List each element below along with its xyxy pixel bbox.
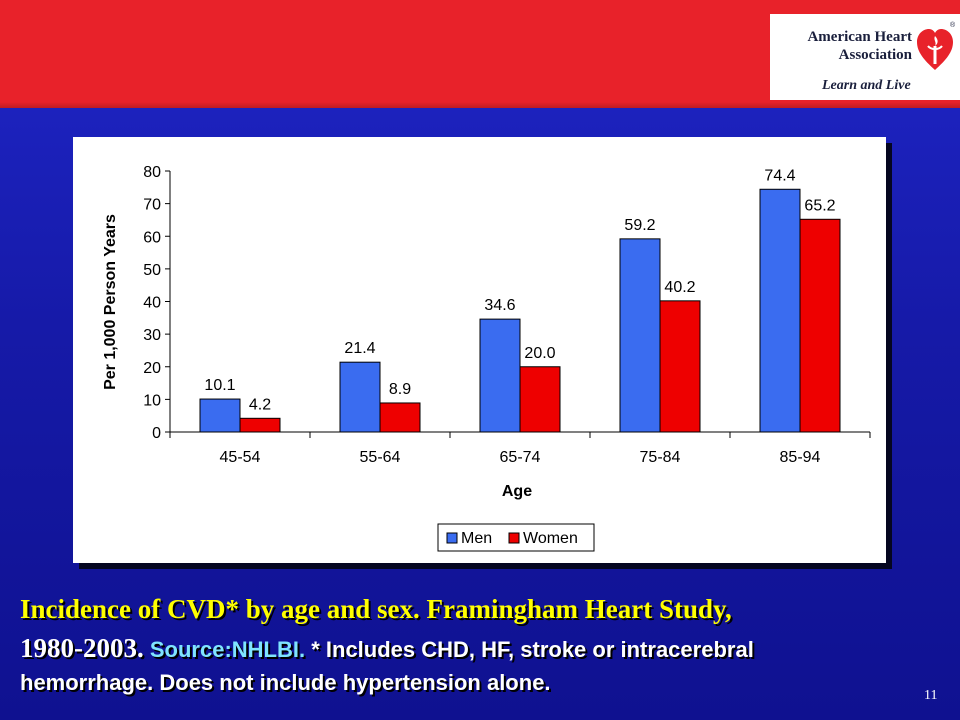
y-tick-label: 80 — [143, 164, 161, 181]
caption-title: Incidence of CVD* by age and sex. Framin… — [20, 594, 732, 624]
data-label-women-85-94: 65.2 — [804, 197, 835, 214]
y-tick-label: 50 — [143, 262, 161, 279]
data-label-men-55-64: 21.4 — [344, 340, 375, 357]
y-tick-label: 10 — [143, 392, 161, 409]
logo-tagline: Learn and Live — [822, 78, 911, 93]
y-axis-title: Per 1,000 Person Years — [102, 214, 119, 390]
bar-men-65-74 — [479, 318, 521, 433]
page-number: 11 — [924, 688, 938, 703]
caption-line-1: Incidence of CVD* by age and sex. Framin… — [20, 592, 940, 631]
caption-footnote: * Includes CHD, HF, stroke or intracereb… — [305, 637, 754, 662]
y-axis-ticks: 0 10 20 30 40 50 60 70 80 — [143, 164, 170, 442]
y-tick-label: 30 — [143, 327, 161, 344]
slide-caption: Incidence of CVD* by age and sex. Framin… — [20, 592, 940, 699]
y-tick-label: 60 — [143, 229, 161, 246]
x-tick-label: 55-64 — [360, 449, 401, 466]
x-tick-label: 75-84 — [640, 449, 681, 466]
bar-women-75-84 — [659, 300, 701, 433]
data-label-women-65-74: 20.0 — [524, 345, 555, 362]
logo-org-name-line1: American Heart — [807, 29, 912, 45]
axes — [169, 171, 870, 433]
chart-legend: Men Women — [437, 523, 595, 552]
chart-panel: 0 10 20 30 40 50 60 70 80 10.1 4.2 21.4 8.9 34.6 20.0… — [73, 137, 886, 563]
bar-women-65-74 — [519, 366, 561, 433]
x-tick-label: 85-94 — [780, 449, 821, 466]
data-label-women-75-84: 40.2 — [664, 279, 695, 296]
heart-torch-icon — [917, 29, 953, 70]
y-tick-label: 70 — [143, 197, 161, 214]
bars — [199, 188, 841, 433]
x-tick-label: 45-54 — [220, 449, 261, 466]
caption-footnote-continued: hemorrhage. Does not include hypertensio… — [20, 670, 551, 695]
x-tick-label: 65-74 — [500, 449, 541, 466]
aha-logo: American Heart Association Learn and Liv… — [770, 14, 960, 100]
bar-women-45-54 — [239, 417, 281, 433]
bar-women-85-94 — [799, 218, 841, 433]
caption-line-3: hemorrhage. Does not include hypertensio… — [20, 670, 940, 699]
caption-line-2: 1980-2003. Source:NHLBI. * Includes CHD,… — [20, 631, 940, 670]
logo-registered-mark: ® — [950, 22, 956, 29]
bar-men-85-94 — [759, 188, 801, 433]
y-tick-label: 20 — [143, 360, 161, 377]
y-tick-label: 40 — [143, 295, 161, 312]
logo-org-name-line2: Association — [838, 47, 912, 63]
legend-box — [437, 523, 595, 552]
data-labels: 10.1 4.2 21.4 8.9 34.6 20.0 59.2 40.2 74.4 65.2 — [204, 167, 835, 413]
header-band: American Heart Association Learn and Liv… — [0, 0, 960, 108]
legend-label-women: Women — [523, 530, 578, 547]
caption-years: 1980-2003. — [20, 633, 144, 663]
x-axis-title: Age — [502, 483, 532, 500]
bar-women-55-64 — [379, 402, 421, 433]
legend-swatch-women — [508, 532, 520, 544]
data-label-men-85-94: 74.4 — [764, 167, 795, 184]
bar-chart: 0 10 20 30 40 50 60 70 80 10.1 4.2 21.4 8.9 34.6 20.0… — [102, 164, 871, 552]
caption-source: Source:NHLBI. — [143, 637, 306, 662]
data-label-men-45-54: 10.1 — [204, 377, 235, 394]
data-label-men-65-74: 34.6 — [484, 297, 515, 314]
data-label-women-45-54: 4.2 — [249, 396, 271, 413]
legend-swatch-men — [446, 532, 458, 544]
bar-men-45-54 — [199, 398, 241, 433]
bar-men-75-84 — [619, 238, 661, 433]
bar-men-55-64 — [339, 361, 381, 433]
logo-org-name: American Heart Association — [782, 28, 912, 64]
x-axis-ticks: 45-54 55-64 65-74 75-84 85-94 — [169, 432, 871, 466]
data-label-women-55-64: 8.9 — [389, 381, 411, 398]
legend-label-men: Men — [461, 530, 492, 547]
data-label-men-75-84: 59.2 — [624, 217, 655, 234]
y-tick-label: 0 — [152, 425, 161, 442]
